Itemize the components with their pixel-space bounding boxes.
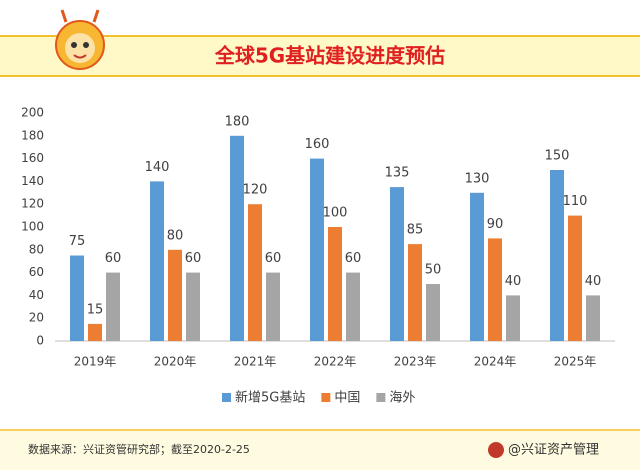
bar xyxy=(88,323,102,341)
bar xyxy=(426,284,440,341)
x-tick-label: 2023年 xyxy=(394,355,437,369)
bar xyxy=(266,272,280,341)
bar xyxy=(550,170,564,341)
source-note: 数据来源：兴证资管研究部；截至2020-2-25 xyxy=(28,442,250,456)
bar xyxy=(568,215,582,341)
data-label: 80 xyxy=(167,228,184,243)
data-label: 40 xyxy=(505,274,522,289)
y-tick-label: 180 xyxy=(21,128,44,142)
data-label: 60 xyxy=(265,251,282,266)
data-label: 135 xyxy=(385,166,410,181)
data-label: 75 xyxy=(69,234,86,249)
y-tick-label: 200 xyxy=(21,106,44,120)
y-tick-label: 20 xyxy=(29,311,44,325)
chart-title: 全球5G基站建设进度预估 xyxy=(214,44,445,68)
data-label: 150 xyxy=(545,149,570,164)
bar xyxy=(408,244,422,341)
data-label: 85 xyxy=(407,223,424,238)
bar xyxy=(586,295,600,341)
data-label: 160 xyxy=(305,137,330,152)
y-tick-label: 0 xyxy=(36,334,44,348)
bar xyxy=(230,135,244,341)
y-tick-label: 140 xyxy=(21,174,44,188)
data-label: 60 xyxy=(185,251,202,266)
data-label: 15 xyxy=(87,302,104,317)
y-tick-label: 40 xyxy=(29,288,44,302)
footer-band xyxy=(0,430,640,470)
data-label: 120 xyxy=(243,183,268,198)
data-label: 50 xyxy=(425,263,442,278)
x-tick-label: 2025年 xyxy=(554,355,597,369)
bar xyxy=(186,272,200,341)
legend-swatch xyxy=(376,393,386,402)
bar xyxy=(346,272,360,341)
data-label: 110 xyxy=(563,194,588,209)
legend-swatch xyxy=(321,393,331,402)
data-label: 60 xyxy=(345,251,362,266)
bar xyxy=(310,158,324,341)
data-label: 130 xyxy=(465,171,490,186)
x-tick-label: 2019年 xyxy=(74,355,117,369)
y-tick-label: 80 xyxy=(29,242,44,256)
data-label: 40 xyxy=(585,274,602,289)
brand-logo xyxy=(488,442,504,458)
brand: @兴证资产管理 xyxy=(508,443,599,458)
y-tick-label: 160 xyxy=(21,151,44,165)
bar xyxy=(168,249,182,341)
bar xyxy=(106,272,120,341)
bar xyxy=(390,187,404,341)
data-label: 100 xyxy=(323,206,348,221)
legend-label: 中国 xyxy=(334,391,360,406)
bar xyxy=(488,238,502,341)
y-tick-label: 60 xyxy=(29,265,44,279)
x-tick-label: 2022年 xyxy=(314,355,357,369)
bar xyxy=(248,204,262,341)
data-label: 60 xyxy=(105,251,122,266)
bar xyxy=(150,181,164,341)
bar xyxy=(470,192,484,341)
y-tick-label: 100 xyxy=(21,220,44,234)
legend-swatch xyxy=(222,393,231,402)
data-label: 140 xyxy=(145,160,170,175)
legend-label: 新增5G基站 xyxy=(235,390,305,406)
bar xyxy=(506,295,520,341)
mascot xyxy=(55,9,105,70)
x-tick-label: 2021年 xyxy=(234,355,277,369)
bar xyxy=(328,227,342,341)
header-band xyxy=(0,36,640,76)
y-tick-label: 120 xyxy=(21,197,44,211)
x-tick-label: 2024年 xyxy=(474,355,517,369)
bar xyxy=(70,255,84,341)
legend-label: 海外 xyxy=(389,391,415,406)
data-label: 90 xyxy=(487,217,504,232)
x-tick-label: 2020年 xyxy=(154,355,197,369)
data-label: 180 xyxy=(225,114,250,129)
